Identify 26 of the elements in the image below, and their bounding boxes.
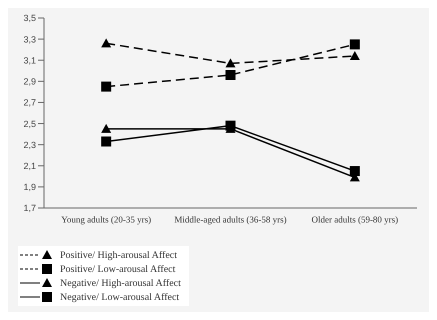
legend-label: Positive/ Low-arousal Affect [60,264,176,274]
point [350,51,360,60]
point [226,70,236,80]
x-tick-label: Young adults (20-35 yrs) [61,214,152,224]
point [350,166,360,176]
y-tick-label: 2,3 [23,140,36,150]
y-tick-label: 2,1 [23,160,36,171]
point [101,82,112,92]
legend-label: Negative/ High-arousal Affect [60,278,181,288]
y-tick-label: 1,9 [23,182,36,192]
y-tick-label: 3,3 [23,34,36,44]
y-tick-label: 3,1 [23,55,36,66]
point [350,39,360,50]
legend-label: Negative/ Low-arousal Affect [60,292,180,302]
y-tick-label: 2,5 [23,118,36,129]
x-tick-label: Older adults (59-80 yrs) [311,214,398,224]
point [101,136,112,146]
y-tick-label: 2,9 [23,76,36,87]
point [226,58,236,68]
y-tick-label: 1,7 [23,203,36,214]
x-tick-label: Middle-aged adults (36-58 yrs) [174,214,287,224]
legend-label: Positive/ High-arousal Affect [60,250,178,260]
point [101,38,112,48]
y-tick-label: 3,5 [23,13,36,24]
y-tick-label: 2,7 [23,98,36,108]
point [101,124,112,133]
